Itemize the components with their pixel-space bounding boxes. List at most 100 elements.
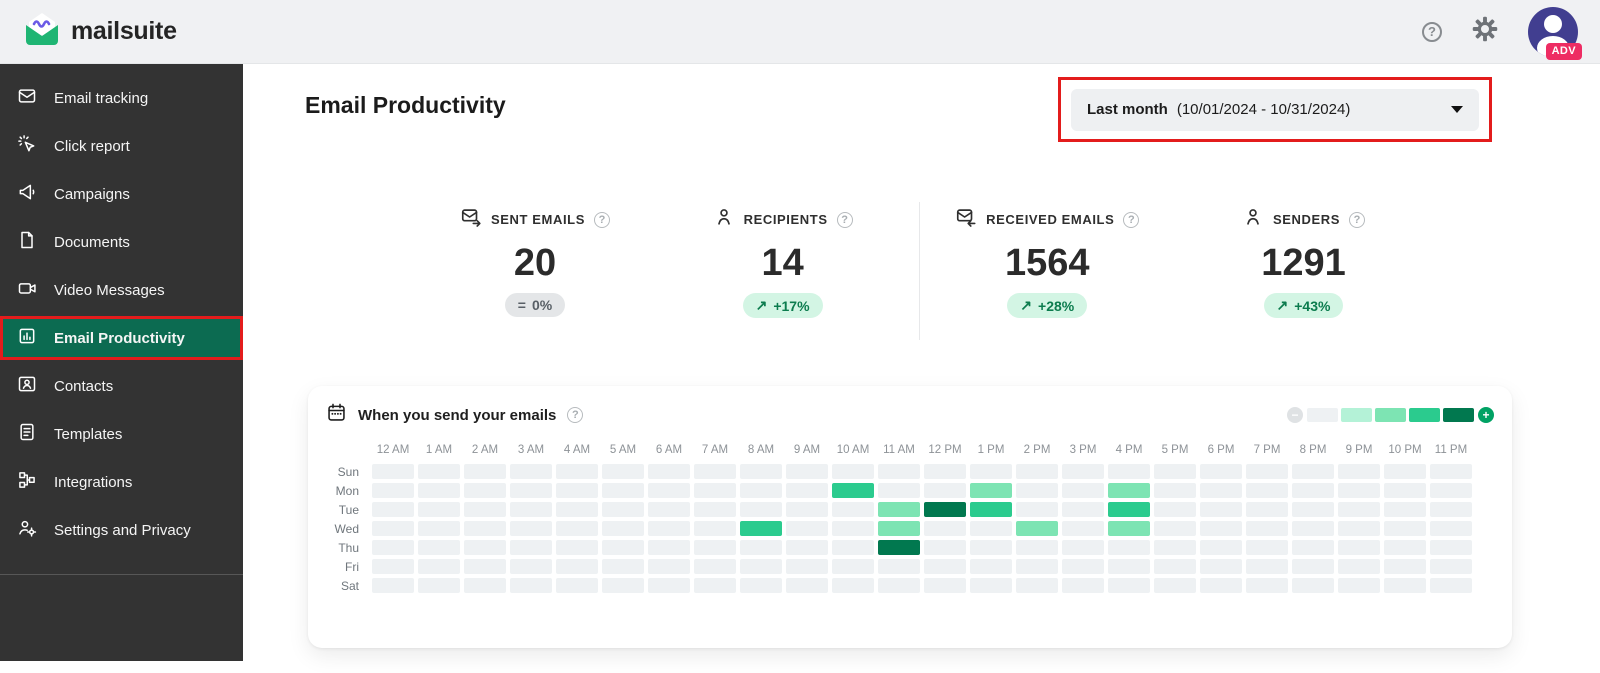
heatmap-cell xyxy=(786,464,828,479)
heatmap-cell xyxy=(1246,540,1288,555)
card-title: When you send your emails xyxy=(358,406,557,424)
sidebar-item-contacts[interactable]: Contacts xyxy=(0,362,243,410)
heatmap-hour-label: 8 PM xyxy=(1299,444,1327,456)
gear-icon[interactable] xyxy=(1472,16,1498,47)
heatmap-cell xyxy=(418,559,460,574)
sidebar-item-label: Integrations xyxy=(54,473,133,491)
heatmap-cell xyxy=(878,521,920,536)
received-email-icon xyxy=(955,206,977,233)
sidebar-item-integrations[interactable]: Integrations xyxy=(0,458,243,506)
heatmap-cell xyxy=(464,464,506,479)
heatmap-hour-label: 2 PM xyxy=(1023,444,1051,456)
heatmap-hour-label: 11 AM xyxy=(883,444,915,456)
stat-value: 20 xyxy=(513,242,557,284)
sidebar-item-label: Documents xyxy=(54,233,130,251)
heatmap-cell xyxy=(418,464,460,479)
heatmap-cell xyxy=(556,521,598,536)
heatmap-cell xyxy=(1062,521,1104,536)
help-icon[interactable] xyxy=(1422,21,1442,42)
heatmap-cell xyxy=(418,483,460,498)
legend-swatches xyxy=(1307,408,1474,422)
heatmap-cell xyxy=(1384,540,1426,555)
heatmap-cell xyxy=(924,559,966,574)
sidebar-item-documents[interactable]: Documents xyxy=(0,218,243,266)
heatmap-cell xyxy=(740,521,782,536)
heatmap-legend xyxy=(1287,407,1494,423)
stat-label: RECIPIENTS xyxy=(743,212,828,227)
heatmap-cell xyxy=(1384,578,1426,593)
sidebar-item-settings-privacy[interactable]: Settings and Privacy xyxy=(0,506,243,554)
heatmap-cell xyxy=(1108,483,1150,498)
sidebar-item-campaigns[interactable]: Campaigns xyxy=(0,170,243,218)
sidebar-item-label: Video Messages xyxy=(54,281,165,299)
heatmap-hour-label: 12 PM xyxy=(928,444,962,456)
heatmap-cell xyxy=(924,502,966,517)
heatmap-cell xyxy=(1292,464,1334,479)
heatmap-cell xyxy=(1016,578,1058,593)
heatmap-cell xyxy=(740,559,782,574)
legend-minus-icon[interactable] xyxy=(1287,407,1303,423)
sidebar-item-label: Settings and Privacy xyxy=(54,521,191,539)
heatmap-cell xyxy=(1108,540,1150,555)
heatmap-cell xyxy=(970,578,1012,593)
sidebar-item-click-report[interactable]: Click report xyxy=(0,122,243,170)
heatmap-cell xyxy=(1338,483,1380,498)
user-avatar[interactable]: ADV xyxy=(1528,6,1582,60)
heatmap-cell xyxy=(510,578,552,593)
heatmap-cell xyxy=(1338,559,1380,574)
heatmap-cell xyxy=(878,464,920,479)
heatmap-day-label: Sun xyxy=(337,464,359,479)
heatmap-cell xyxy=(1384,483,1426,498)
help-icon[interactable] xyxy=(1349,211,1365,228)
sidebar-item-templates[interactable]: Templates xyxy=(0,410,243,458)
heatmap-cell xyxy=(372,540,414,555)
heatmap-cell xyxy=(1338,578,1380,593)
heatmap-cell xyxy=(1338,521,1380,536)
trend-delta: 0% xyxy=(531,297,553,313)
heatmap-cell xyxy=(832,502,874,517)
date-range-value: (10/01/2024 - 10/31/2024) xyxy=(1176,101,1351,118)
chevron-down-icon xyxy=(1451,106,1463,113)
heatmap-cell xyxy=(740,483,782,498)
heatmap-cell xyxy=(878,559,920,574)
video-camera-icon xyxy=(17,278,37,302)
heatmap-cell xyxy=(832,464,874,479)
heatmap-cell xyxy=(372,578,414,593)
legend-plus-icon[interactable] xyxy=(1478,407,1494,423)
heatmap-cell xyxy=(970,502,1012,517)
heatmap-hour-label: 2 AM xyxy=(471,444,499,456)
brand-logo[interactable]: mailsuite xyxy=(22,9,177,54)
heatmap-cell xyxy=(786,559,828,574)
help-icon[interactable] xyxy=(567,407,584,423)
sidebar-item-video-messages[interactable]: Video Messages xyxy=(0,266,243,314)
heatmap-cell xyxy=(1200,464,1242,479)
heatmap-cell xyxy=(740,540,782,555)
heatmap-cell xyxy=(694,559,736,574)
legend-swatch xyxy=(1341,408,1372,422)
help-icon[interactable] xyxy=(836,211,853,228)
heatmap-cell xyxy=(602,540,644,555)
heatmap-cell xyxy=(924,521,966,536)
heatmap-cell xyxy=(1430,521,1472,536)
heatmap-cell xyxy=(418,502,460,517)
heatmap-cell xyxy=(372,502,414,517)
help-icon[interactable] xyxy=(1123,211,1140,228)
trend-badge: ↗ +28% xyxy=(1007,293,1088,318)
page-title: Email Productivity xyxy=(305,92,506,118)
help-icon[interactable] xyxy=(594,211,610,228)
heatmap-cell xyxy=(556,502,598,517)
heatmap-hour-label: 9 AM xyxy=(793,444,821,456)
date-range-dropdown[interactable]: Last month (10/01/2024 - 10/31/2024) xyxy=(1071,88,1479,131)
heatmap-cell xyxy=(1200,540,1242,555)
document-icon xyxy=(17,230,37,254)
heatmap-cell xyxy=(1016,502,1058,517)
sidebar-item-email-tracking[interactable]: Email tracking xyxy=(0,74,243,122)
heatmap-cell xyxy=(1108,559,1150,574)
sidebar: Email tracking Click report Campaigns Do… xyxy=(0,64,243,661)
heatmap-cell xyxy=(1292,540,1334,555)
trend-badge: = 0% xyxy=(504,293,566,317)
heatmap-cell xyxy=(1200,502,1242,517)
heatmap-cell xyxy=(878,502,920,517)
heatmap-cell xyxy=(878,483,920,498)
sidebar-item-email-productivity[interactable]: Email Productivity xyxy=(0,316,243,360)
